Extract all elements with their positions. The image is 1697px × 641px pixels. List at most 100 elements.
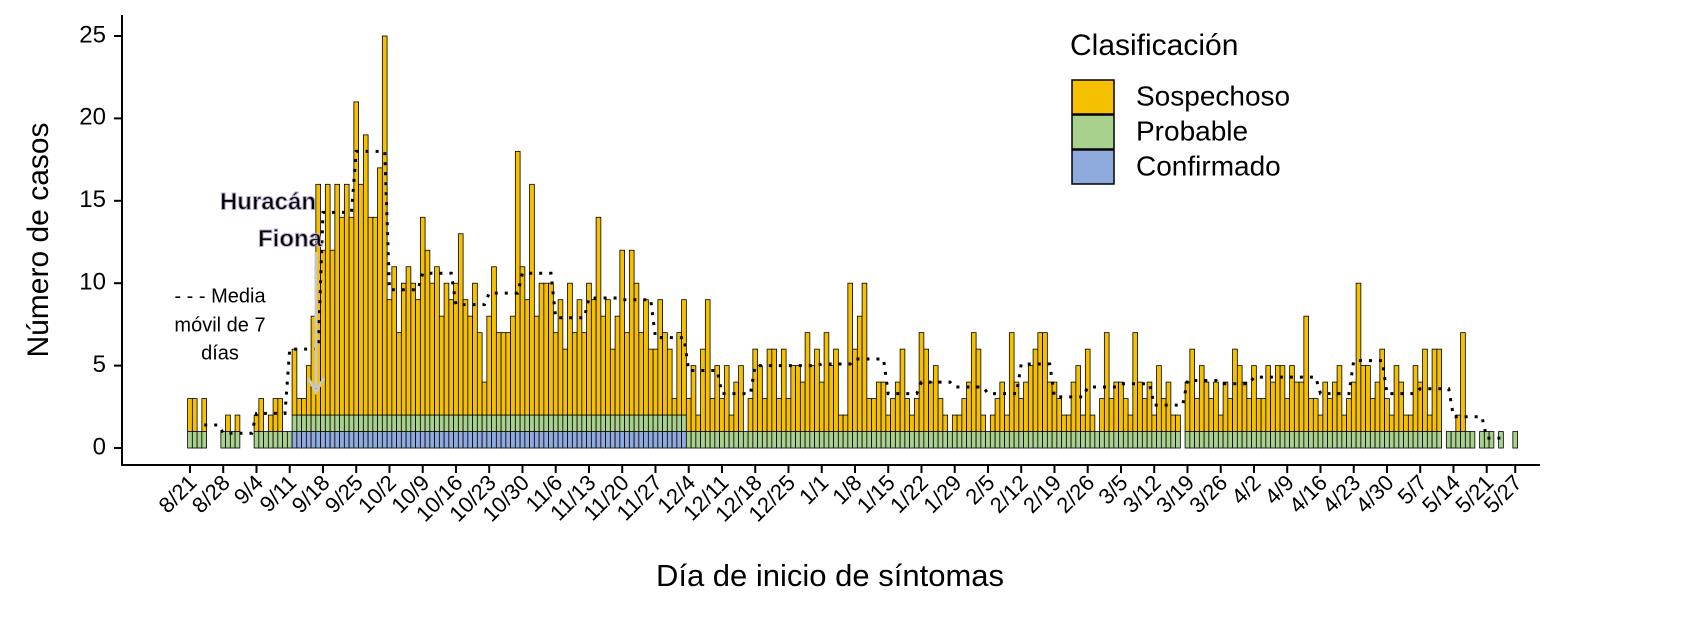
bar-segment (567, 282, 573, 416)
x-tick-label: 4/30 (1351, 470, 1399, 518)
bar-segment (1322, 381, 1328, 432)
y-axis-title: Número de casos (22, 122, 55, 357)
bar-segment (1303, 315, 1309, 432)
bar-segment (1412, 431, 1419, 449)
bar-segment (1027, 365, 1034, 432)
bar-segment (1184, 381, 1191, 432)
bar-segment (286, 431, 293, 449)
bar-segment (799, 381, 806, 432)
bar-segment (609, 414, 616, 432)
bar-segment (1336, 365, 1343, 432)
bar-segment (324, 431, 331, 449)
bar-segment (842, 431, 849, 449)
bar-segment (671, 414, 678, 432)
bar-segment (714, 431, 720, 449)
bar-segment (818, 431, 825, 449)
bar-segment (909, 431, 915, 449)
bar-segment (1512, 431, 1518, 449)
bar-segment (785, 398, 792, 432)
bar-segment (391, 414, 398, 432)
bar-segment (690, 431, 697, 449)
bar-segment (552, 332, 559, 416)
bar-segment (1141, 431, 1148, 449)
bar-segment (1232, 431, 1238, 449)
bar-segment (405, 431, 412, 449)
bar-segment (1455, 431, 1461, 449)
bar-segment (1483, 431, 1490, 449)
bar-segment (538, 282, 545, 416)
bar-segment (1246, 431, 1252, 449)
bar-segment (434, 266, 440, 416)
bar-segment (1075, 365, 1081, 432)
bar-segment (1298, 431, 1305, 449)
bar-segment (1127, 414, 1134, 432)
bar-segment (795, 365, 801, 432)
bar-segment (462, 431, 469, 449)
bar-segment (424, 249, 431, 416)
bar-segment (600, 431, 606, 449)
bar-segment (1137, 431, 1143, 449)
bar-segment (1289, 365, 1295, 432)
bar-segment (548, 282, 554, 416)
bar-segment (1479, 431, 1485, 449)
bar-segment (937, 431, 944, 449)
bar-segment (1255, 398, 1262, 432)
bar-segment (500, 431, 507, 449)
bar-segment (448, 431, 455, 449)
bar-segment (1436, 348, 1442, 432)
bar-segment (1331, 431, 1338, 449)
bar-segment (400, 282, 407, 416)
bar-segment (296, 414, 303, 432)
ma-note: días (201, 342, 239, 364)
bar-segment (913, 431, 920, 449)
bar-segment (334, 431, 341, 449)
bar-segment (814, 348, 820, 432)
bar-segment (329, 414, 336, 432)
bar-segment (1018, 431, 1024, 449)
bar-segment (1118, 431, 1124, 449)
bar-segment (434, 414, 440, 432)
bar-segment (1175, 431, 1181, 449)
bar-segment (519, 266, 526, 416)
bar-segment (1217, 431, 1224, 449)
bar-segment (334, 414, 341, 432)
bar-segment (685, 398, 692, 432)
bar-segment (866, 431, 872, 449)
bar-segment (552, 414, 559, 432)
bar-segment (956, 431, 963, 449)
bar-segment (415, 431, 421, 449)
bar-segment (301, 431, 307, 449)
bar-segment (804, 332, 811, 432)
y-tick-label: 10 (79, 269, 106, 296)
bar-segment (719, 398, 725, 432)
bar-segment (1436, 431, 1442, 449)
bar-segment (1122, 431, 1129, 449)
bar-segment (491, 414, 497, 432)
bar-segment (381, 414, 388, 432)
bar-segment (277, 398, 284, 432)
bar-segment (1426, 431, 1433, 449)
bar-segment (866, 398, 872, 432)
bar-segment (700, 431, 706, 449)
bar-segment (880, 381, 887, 432)
bar-segment (1023, 381, 1029, 432)
bar-segment (1080, 414, 1086, 432)
bar-segment (837, 414, 844, 432)
bar-segment (894, 381, 901, 432)
bar-segment (576, 431, 583, 449)
bar-segment (700, 348, 706, 432)
bar-segment (1303, 431, 1309, 449)
y-tick-label: 15 (79, 186, 106, 213)
bar-segment (581, 431, 587, 449)
bar-segment (320, 414, 326, 432)
bar-segment (571, 414, 578, 432)
bar-segment (852, 348, 858, 432)
bar-segment (809, 365, 815, 432)
bar-segment (1341, 431, 1347, 449)
bar-segment (548, 431, 554, 449)
bar-segment (358, 431, 364, 449)
bar-segment (500, 332, 507, 416)
bar-segment (605, 299, 611, 416)
bar-segment (994, 431, 1001, 449)
bar-segment (410, 282, 417, 416)
